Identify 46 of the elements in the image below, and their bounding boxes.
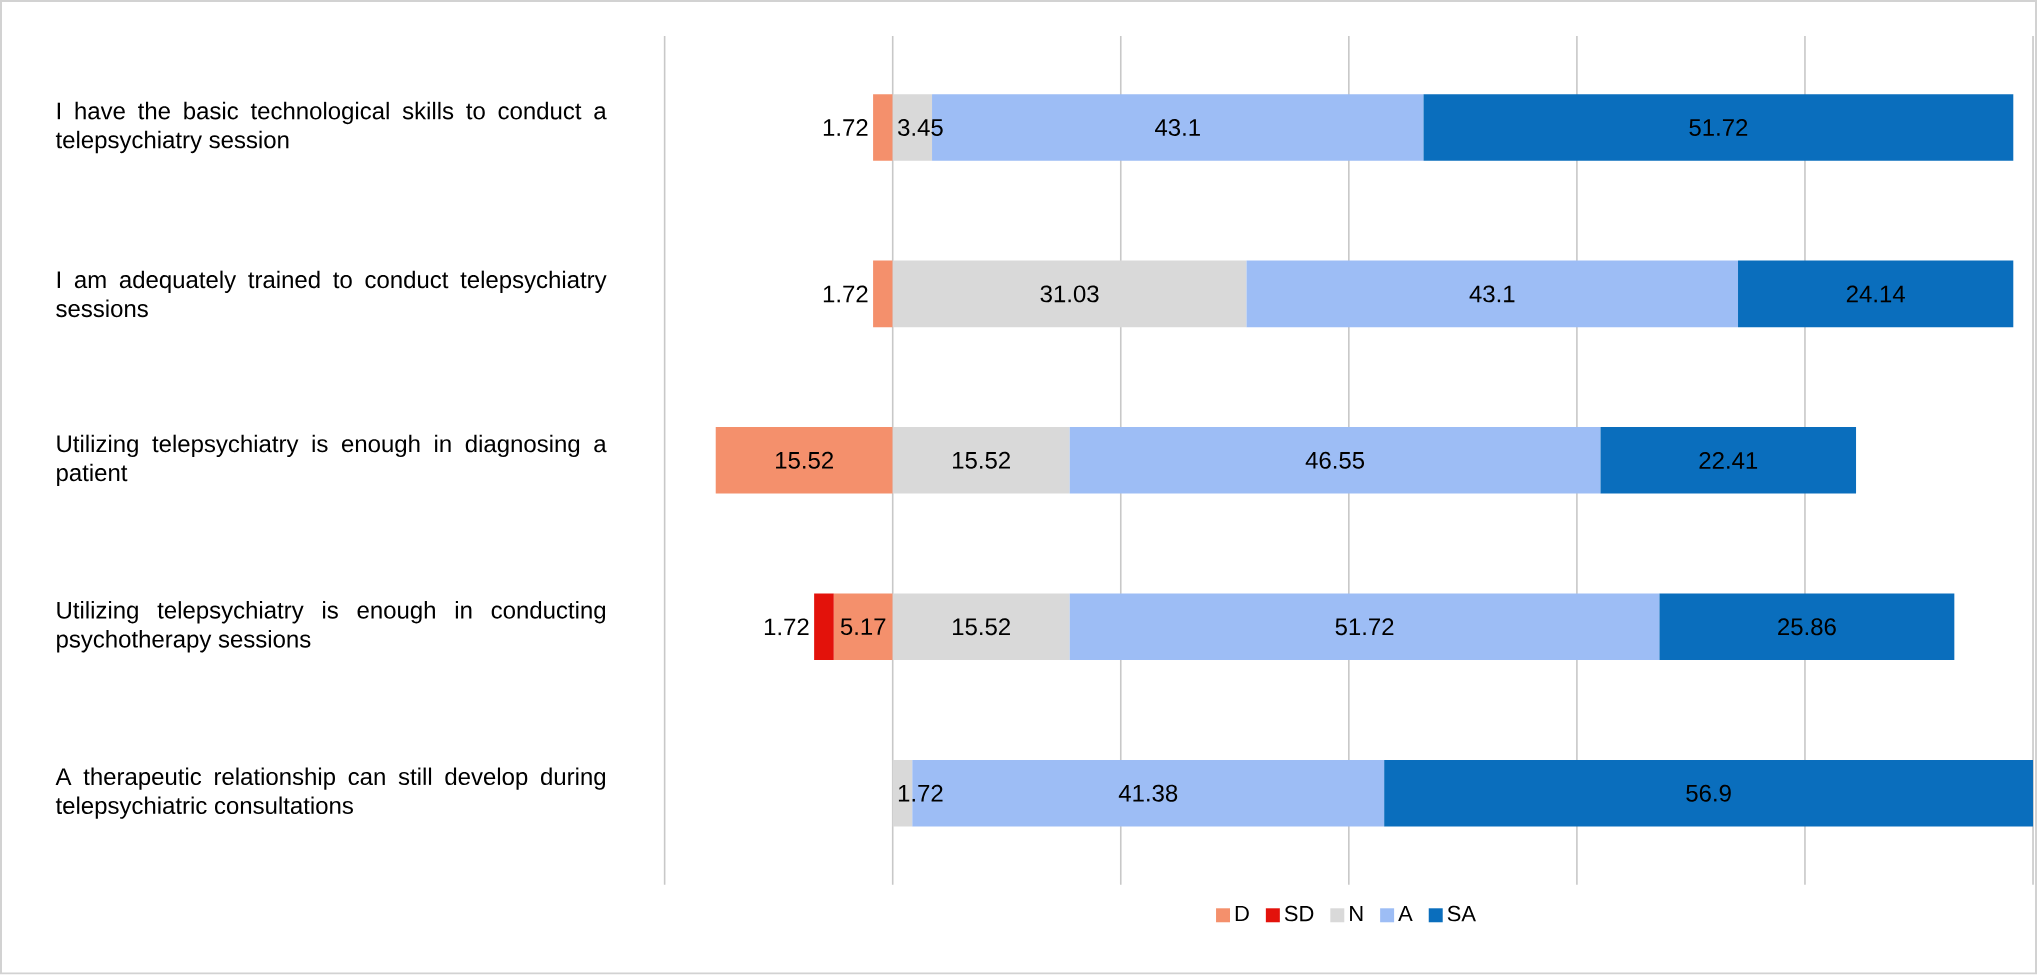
data-label: 1.72: [898, 785, 943, 802]
bar: [892, 593, 1070, 661]
annotation: 1.72: [823, 285, 868, 303]
bar: [715, 427, 893, 494]
annotation: 1.72: [823, 119, 868, 137]
bar: [814, 593, 834, 661]
legend-label: SA: [1447, 906, 1476, 922]
bar: [1384, 760, 2034, 827]
legend-label: SD: [1284, 906, 1314, 922]
bar: [892, 260, 1247, 328]
bar: [873, 94, 893, 161]
annotation: 15.52: [776, 452, 833, 470]
annotation: 1.72: [764, 618, 809, 636]
y-tick-label: A therapeutic relationship can still develop during telepsychiatric consultations: [55, 767, 606, 820]
bar: [892, 427, 1070, 494]
y-tick-label: I am adequately trained to conduct telepsychiatry sessions: [56, 270, 607, 318]
y-tick-label: Utilizing telepsychiatry is enough in diagnosing a patient: [57, 434, 607, 487]
data-label: 3.45: [898, 119, 943, 137]
data-label: 15.52: [953, 452, 1010, 470]
bar: [1069, 593, 1660, 661]
legend-label: A: [1398, 906, 1413, 922]
bar: [873, 260, 893, 328]
data-label: 51.72: [1335, 618, 1394, 636]
y-tick-label: Utilizing telepsychiatry is enough in conducting psychotherapy sessions: [57, 601, 606, 653]
bar: [1423, 94, 2014, 161]
bar: [1069, 427, 1601, 494]
bar: [1600, 427, 1857, 494]
data-label: 25.86: [1778, 618, 1836, 636]
bar: [833, 593, 893, 661]
data-label: 15.52: [953, 618, 1010, 636]
bar: [1246, 260, 1739, 328]
legend-label: N: [1350, 906, 1363, 922]
data-label: 43.1: [1155, 119, 1200, 137]
annotation: 5.17: [840, 618, 886, 636]
bar: [1738, 260, 2014, 328]
data-label: 51.72: [1689, 119, 1748, 137]
data-label: 31.03: [1040, 285, 1099, 303]
y-tick-label: I have the basic technological skills to conduct a telepsychiatry session: [55, 102, 607, 154]
data-label: 46.55: [1305, 452, 1365, 470]
data-label: 41.38: [1118, 784, 1178, 802]
bar: [1659, 593, 1955, 661]
legend-label: D: [1235, 906, 1249, 922]
data-label: 24.14: [1846, 285, 1905, 303]
data-label: 22.41: [1699, 452, 1758, 469]
data-label: 43.1: [1469, 285, 1515, 303]
data-label: 56.9: [1686, 784, 1731, 802]
